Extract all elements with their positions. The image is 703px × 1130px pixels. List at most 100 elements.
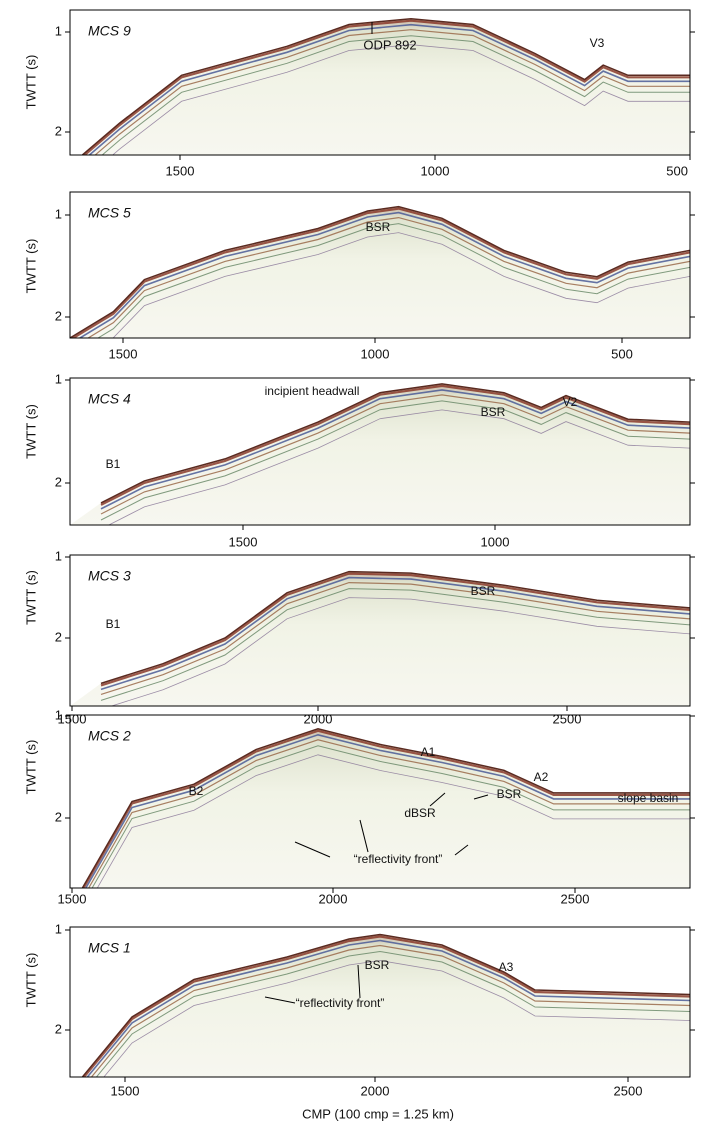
reflector xyxy=(100,576,690,691)
x-tick-label: 2500 xyxy=(561,891,590,906)
reflector xyxy=(103,960,690,1077)
annotation: V3 xyxy=(590,36,605,50)
panel-title: MCS 4 xyxy=(88,391,131,407)
seismic-image xyxy=(70,728,690,888)
panel-frame xyxy=(69,9,691,156)
seafloor xyxy=(100,570,690,685)
y-tick-label: 1 xyxy=(55,707,62,722)
reflector xyxy=(84,733,690,888)
reflector xyxy=(101,35,690,155)
reflector xyxy=(100,581,690,695)
annotation: A1 xyxy=(421,745,436,759)
reflector xyxy=(88,739,690,888)
reflector xyxy=(71,207,690,338)
seafloor xyxy=(81,933,690,1077)
annotation: V2 xyxy=(563,395,578,409)
seafloor xyxy=(81,17,690,155)
x-tick-label: 1000 xyxy=(481,534,510,549)
annotation: B1 xyxy=(106,457,121,471)
reflector xyxy=(78,211,690,338)
y-tick-label: 1 xyxy=(55,921,62,936)
reflector xyxy=(100,384,690,506)
annotation: BSR xyxy=(471,584,496,598)
y-axis-label: TWTT (s) xyxy=(23,404,38,459)
x-tick-label: 2500 xyxy=(553,711,582,726)
panel-frame xyxy=(69,191,691,339)
reflector xyxy=(94,29,690,155)
y-tick-label: 1 xyxy=(55,23,62,38)
panel-title: MCS 3 xyxy=(88,568,131,584)
reflector xyxy=(96,754,690,888)
y-tick-label: 1 xyxy=(55,371,62,386)
panel-frame xyxy=(69,714,691,889)
annotation: BSR xyxy=(366,220,391,234)
panel: MCS 5 TWTT (s) 1 2 1500 1000 500 BSR xyxy=(23,191,695,361)
annotation: BSR xyxy=(497,787,522,801)
x-tick-label: 1500 xyxy=(109,346,138,361)
x-axis-label: CMP (100 cmp = 1.25 km) xyxy=(302,1106,454,1121)
sediment-fill xyxy=(70,934,690,1077)
reflector xyxy=(86,939,690,1077)
reflector xyxy=(100,394,690,515)
annotation: B2 xyxy=(189,784,204,798)
annotation: “reflectivity front” xyxy=(354,852,443,866)
x-tick-label: 1500 xyxy=(229,534,258,549)
reflector xyxy=(90,944,690,1077)
leader-line xyxy=(359,819,369,853)
seismic-image xyxy=(70,383,690,525)
seafloor xyxy=(100,383,690,504)
x-tick-label: 1000 xyxy=(361,346,390,361)
sediment-fill xyxy=(70,18,690,155)
reflector xyxy=(86,216,690,338)
x-tick-label: 1500 xyxy=(166,163,195,178)
x-tick-label: 2000 xyxy=(319,891,348,906)
panel-title: MCS 9 xyxy=(88,23,131,39)
y-tick-label: 2 xyxy=(55,809,62,824)
reflector xyxy=(97,223,690,338)
x-tick-label: 500 xyxy=(666,163,688,178)
reflector xyxy=(112,232,690,338)
y-axis-label: TWTT (s) xyxy=(23,239,38,294)
sediment-fill xyxy=(70,383,690,525)
seismic-image xyxy=(70,933,690,1077)
panel: MCS 4 TWTT (s) 1 2 1500 1000 incipient headwal… xyxy=(23,371,695,549)
reflector xyxy=(82,935,690,1077)
x-tick-label: 2500 xyxy=(614,1083,643,1098)
y-tick-label: 1 xyxy=(55,548,62,563)
y-tick-label: 2 xyxy=(55,308,62,323)
reflector xyxy=(83,19,690,155)
seismic-image xyxy=(70,570,690,706)
panel-title: MCS 5 xyxy=(88,205,131,221)
reflector xyxy=(110,597,690,706)
x-tick-label: 1500 xyxy=(58,891,87,906)
seismic-image xyxy=(70,205,690,338)
sediment-fill xyxy=(70,571,690,706)
reflector xyxy=(91,745,690,888)
x-tick-label: 500 xyxy=(611,346,633,361)
reflector xyxy=(82,729,690,888)
seafloor xyxy=(81,728,690,888)
y-tick-label: 2 xyxy=(55,123,62,138)
panel-frame xyxy=(69,926,691,1078)
x-tick-label: 2000 xyxy=(361,1083,390,1098)
y-tick-label: 2 xyxy=(55,474,62,489)
annotation: BSR xyxy=(481,405,506,419)
annotation: A3 xyxy=(499,960,514,974)
leader-line xyxy=(264,996,296,1004)
annotation: ODP 892 xyxy=(363,37,416,52)
panel-title: MCS 2 xyxy=(88,728,131,744)
annotation: A2 xyxy=(534,770,549,784)
seismic-image xyxy=(70,17,690,155)
panel: MCS 1 TWTT (s) 1 2 1500 2000 2500 BSR A3 “reflect… xyxy=(23,921,695,1098)
x-tick-label: 1500 xyxy=(111,1083,140,1098)
annotation: “reflectivity front” xyxy=(296,996,385,1010)
reflector xyxy=(88,23,690,155)
reflector xyxy=(112,44,690,155)
leader-line xyxy=(454,844,469,856)
seafloor xyxy=(70,205,690,338)
leader-line xyxy=(429,792,446,807)
leader-line xyxy=(294,841,331,858)
